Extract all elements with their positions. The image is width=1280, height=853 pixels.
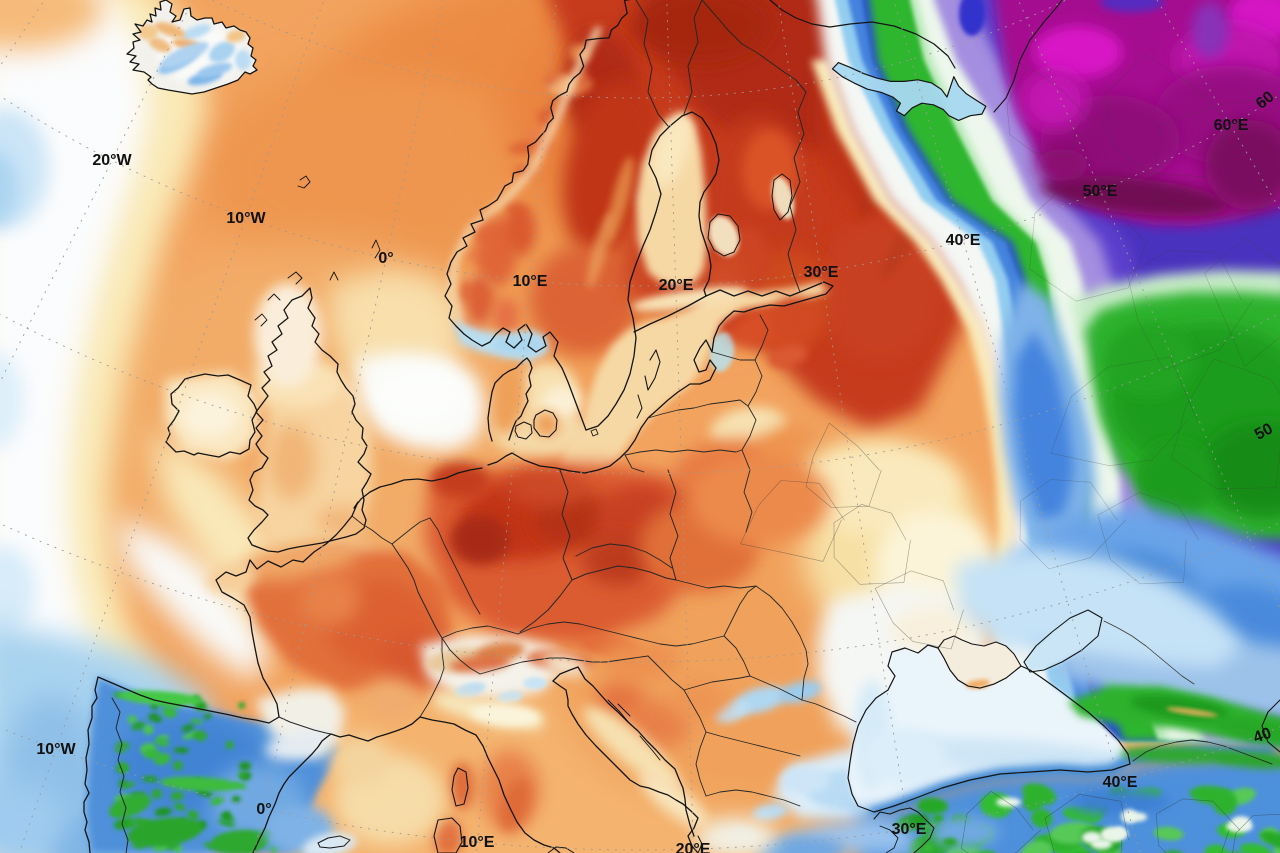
svg-text:10°E: 10°E (513, 273, 548, 290)
svg-text:10°W: 10°W (36, 741, 76, 758)
svg-text:50: 50 (1252, 420, 1276, 443)
svg-text:20°E: 20°E (659, 277, 694, 294)
svg-text:50°E: 50°E (1083, 183, 1118, 200)
svg-text:30°E: 30°E (892, 821, 927, 838)
svg-text:20°E: 20°E (676, 841, 711, 853)
svg-text:30°E: 30°E (804, 264, 839, 281)
svg-text:40°E: 40°E (946, 232, 981, 249)
svg-text:0°: 0° (256, 801, 271, 818)
svg-text:20°W: 20°W (92, 152, 132, 169)
svg-text:40: 40 (1251, 725, 1274, 747)
svg-text:10°W: 10°W (226, 210, 266, 227)
svg-text:40°E: 40°E (1103, 774, 1138, 791)
svg-text:60°E: 60°E (1214, 117, 1249, 134)
svg-text:10°E: 10°E (460, 834, 495, 851)
svg-text:0°: 0° (378, 250, 393, 267)
